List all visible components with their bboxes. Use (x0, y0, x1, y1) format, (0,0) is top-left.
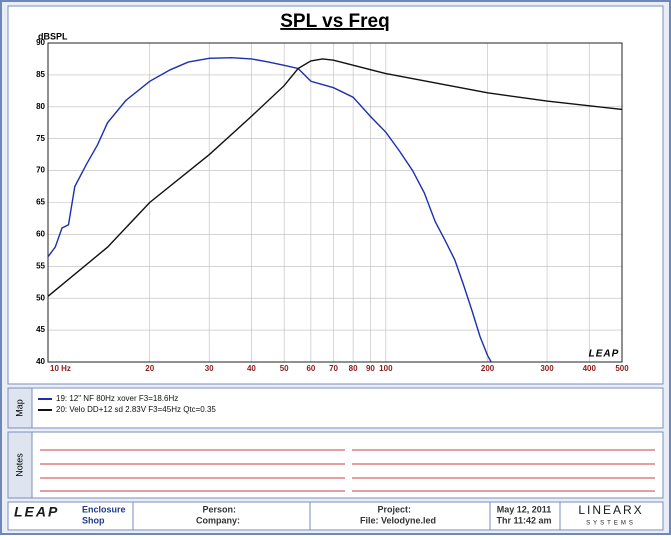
plot-logo: LEAP (589, 349, 620, 360)
time: Thr 11:42 am (496, 515, 551, 525)
date: May 12, 2011 (497, 504, 552, 514)
x-tick-label: 70 (329, 364, 338, 373)
project-label: Project: (377, 504, 411, 514)
y-axis-label: dBSPL (38, 31, 68, 41)
notes-lines (40, 449, 655, 492)
footer-logo: LEAP (14, 504, 59, 520)
x-tick-label: 80 (349, 364, 358, 373)
y-tick-label: 60 (36, 230, 45, 239)
y-tick-label: 45 (36, 325, 45, 334)
y-tick-label: 65 (36, 198, 45, 207)
notes-panel (7, 431, 664, 499)
x-tick-label: 100 (379, 364, 393, 373)
series-line (47, 56, 492, 363)
legend-label: 20: Velo DD+12 sd 2.83V F3=45Hz Qtc=0.35 (56, 405, 216, 414)
y-tick-label: 50 (36, 293, 45, 302)
map-tab (7, 387, 33, 429)
x-tick-label: 30 (205, 364, 214, 373)
chart-title: SPL vs Freq (280, 11, 389, 32)
legend: 19: 12" NF 80Hz xover F3=18.6Hz 20: Velo … (38, 394, 216, 414)
app-name: Shop (82, 515, 105, 525)
x-tick-label: 20 (145, 364, 154, 373)
x-tick-label: 50 (280, 364, 289, 373)
x-tick-label: 40 (247, 364, 256, 373)
brand: LINEARX (578, 503, 643, 517)
legend-label: 19: 12" NF 80Hz xover F3=18.6Hz (56, 394, 178, 403)
y-tick-label: 85 (36, 70, 45, 79)
y-tick-label: 90 (36, 38, 45, 47)
plot-border (47, 42, 623, 363)
x-tick-label: 300 (540, 364, 554, 373)
brand-sub: SYSTEMS (586, 521, 636, 527)
x-tick-label: 400 (583, 364, 597, 373)
x-tick-label: 500 (615, 364, 629, 373)
y-tick-label: 75 (36, 134, 45, 143)
x-tick-label: 200 (481, 364, 495, 373)
x-tick-label: 90 (366, 364, 375, 373)
notes-tab (7, 431, 33, 499)
footer-panel (7, 501, 664, 531)
y-tick-label: 80 (36, 102, 45, 111)
y-tick-label: 40 (36, 357, 45, 366)
map-label: Map (14, 399, 24, 417)
series-line (47, 58, 623, 297)
person-label: Person: (202, 504, 236, 514)
company-label: Company: (196, 515, 240, 525)
file-label: File: Velodyne.led (360, 515, 436, 525)
notes-label: Notes (14, 453, 24, 477)
y-tick-label: 55 (36, 261, 45, 270)
y-tick-label: 70 (36, 166, 45, 175)
x-tick-label: 10 Hz (50, 364, 71, 373)
app-name: Enclosure (82, 504, 126, 514)
plot: 40 45 50 55 60 65 70 75 80 85 90 10 Hz 20 30 40 50 60 70 8… (36, 38, 629, 373)
x-tick-label: 60 (306, 364, 315, 373)
